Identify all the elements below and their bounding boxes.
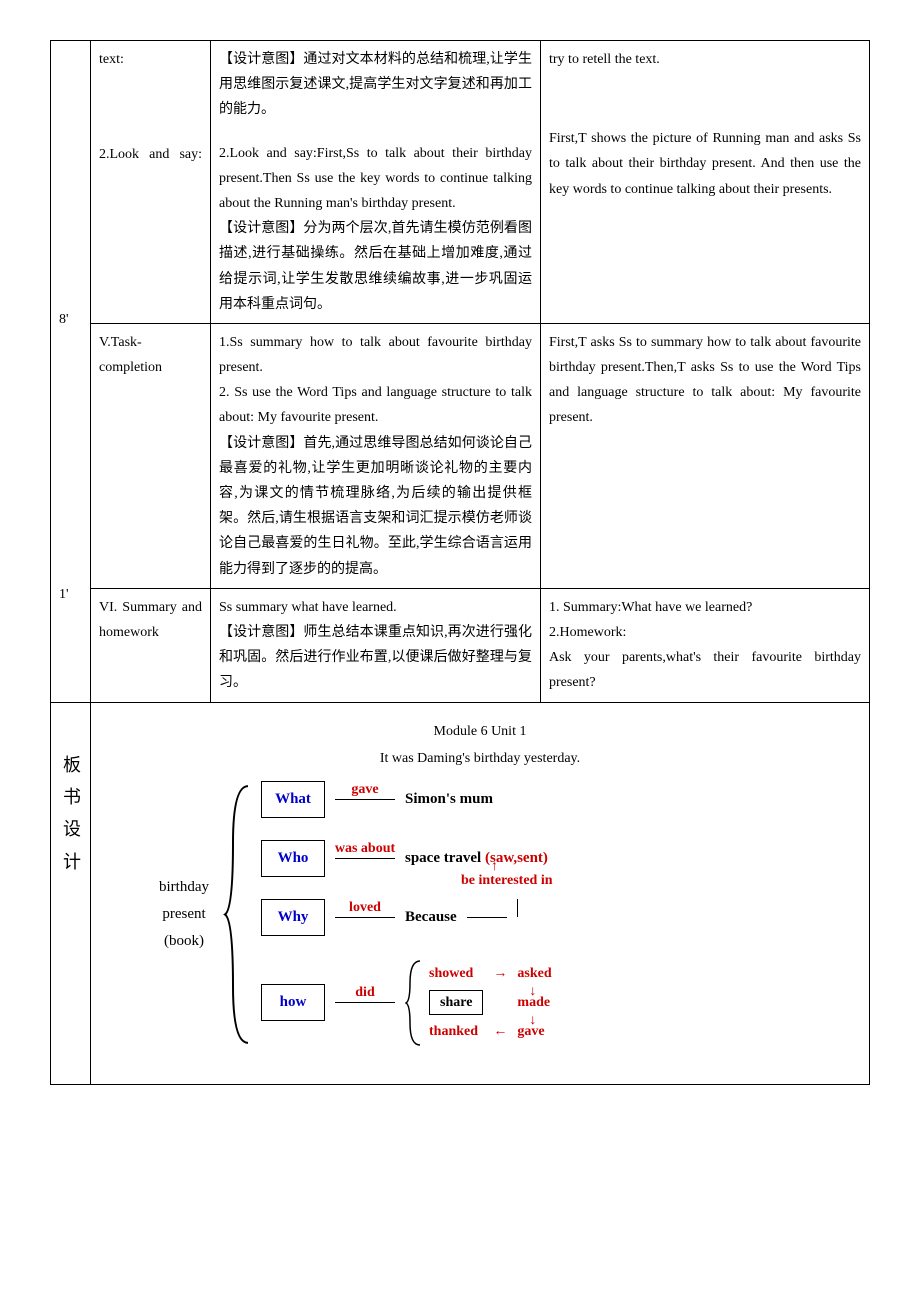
who-box: Who xyxy=(261,840,325,877)
act-0: try to retell the text. xyxy=(549,47,861,72)
step-3: VI. Summary and homework xyxy=(91,588,211,702)
how-brace-icon xyxy=(405,958,423,1048)
share-box: share xyxy=(429,990,483,1015)
board-label-2: 设计 xyxy=(63,813,78,878)
step-2: V.Task-completion xyxy=(91,323,211,588)
board-design-cell: Module 6 Unit 1 It was Daming's birthday… xyxy=(91,702,870,1084)
who-row: Who was about space travel (saw,sent) ↑ … xyxy=(261,840,841,877)
how-box: how xyxy=(261,984,325,1021)
act-cell: try to retell the text. First,T shows th… xyxy=(541,41,870,324)
arrow-icon: ← xyxy=(493,1019,507,1044)
act-2: First,T asks Ss to summary how to talk a… xyxy=(541,323,870,588)
why-row: Why loved Because xyxy=(261,899,841,936)
desc-3: Ss summary what have learned. 【设计意图】师生总结… xyxy=(211,588,541,702)
what-box: What xyxy=(261,781,325,818)
how-thanked: thanked xyxy=(429,1019,483,1044)
arrow-icon: → xyxy=(493,961,507,986)
table-row: VI. Summary and homework Ss summary what… xyxy=(51,588,870,702)
root-node: birthday present (book) xyxy=(159,781,215,1048)
who-below: ↑ be interested in xyxy=(461,868,553,893)
what-verb: gave xyxy=(351,777,378,802)
why-ans: Because xyxy=(405,904,457,931)
who-ans: space travel xyxy=(405,850,481,866)
how-verb: did xyxy=(355,980,374,1005)
mind-map: Module 6 Unit 1 It was Daming's birthday… xyxy=(99,709,861,1078)
lesson-plan-table: 8' 1' text: 2.Look and say: 【设计意图】通过对文本材… xyxy=(50,40,870,1085)
what-ans: Simon's mum xyxy=(405,786,493,813)
step-cell: text: 2.Look and say: xyxy=(91,41,211,324)
board-design-row: 板书 设计 Module 6 Unit 1 It was Daming's bi… xyxy=(51,702,870,1084)
how-showed: showed xyxy=(429,961,483,986)
act-3: 1. Summary:What have we learned? 2.Homew… xyxy=(541,588,870,702)
diagram-subtitle: It was Daming's birthday yesterday. xyxy=(119,746,841,771)
time-2: 8' xyxy=(59,307,82,332)
desc-1: 2.Look and say:First,Ss to talk about th… xyxy=(219,141,532,317)
brace-icon xyxy=(223,781,253,1048)
step-0: text: xyxy=(99,47,202,72)
how-grid: showed → asked ↓ share made xyxy=(429,961,552,1045)
how-row: how did showed → asked xyxy=(261,958,841,1048)
who-verb: was about xyxy=(335,836,395,861)
board-label-1: 板书 xyxy=(63,749,78,814)
why-box: Why xyxy=(261,899,325,936)
board-label-cell: 板书 设计 xyxy=(51,702,91,1084)
diagram-title: Module 6 Unit 1 xyxy=(119,719,841,744)
act-1: First,T shows the picture of Running man… xyxy=(549,126,861,202)
desc-cell: 【设计意图】通过对文本材料的总结和梳理,让学生用思维图示复述课文,提高学生对文字… xyxy=(211,41,541,324)
why-verb: loved xyxy=(349,895,381,920)
step-1: 2.Look and say: xyxy=(99,142,202,167)
time-cell: 8' 1' xyxy=(51,41,91,703)
what-row: What gave Simon's mum xyxy=(261,781,841,818)
time-3: 1' xyxy=(59,582,82,607)
desc-0: 【设计意图】通过对文本材料的总结和梳理,让学生用思维图示复述课文,提高学生对文字… xyxy=(219,47,532,123)
desc-2: 1.Ss summary how to talk about favourite… xyxy=(211,323,541,588)
table-row: V.Task-completion 1.Ss summary how to ta… xyxy=(51,323,870,588)
